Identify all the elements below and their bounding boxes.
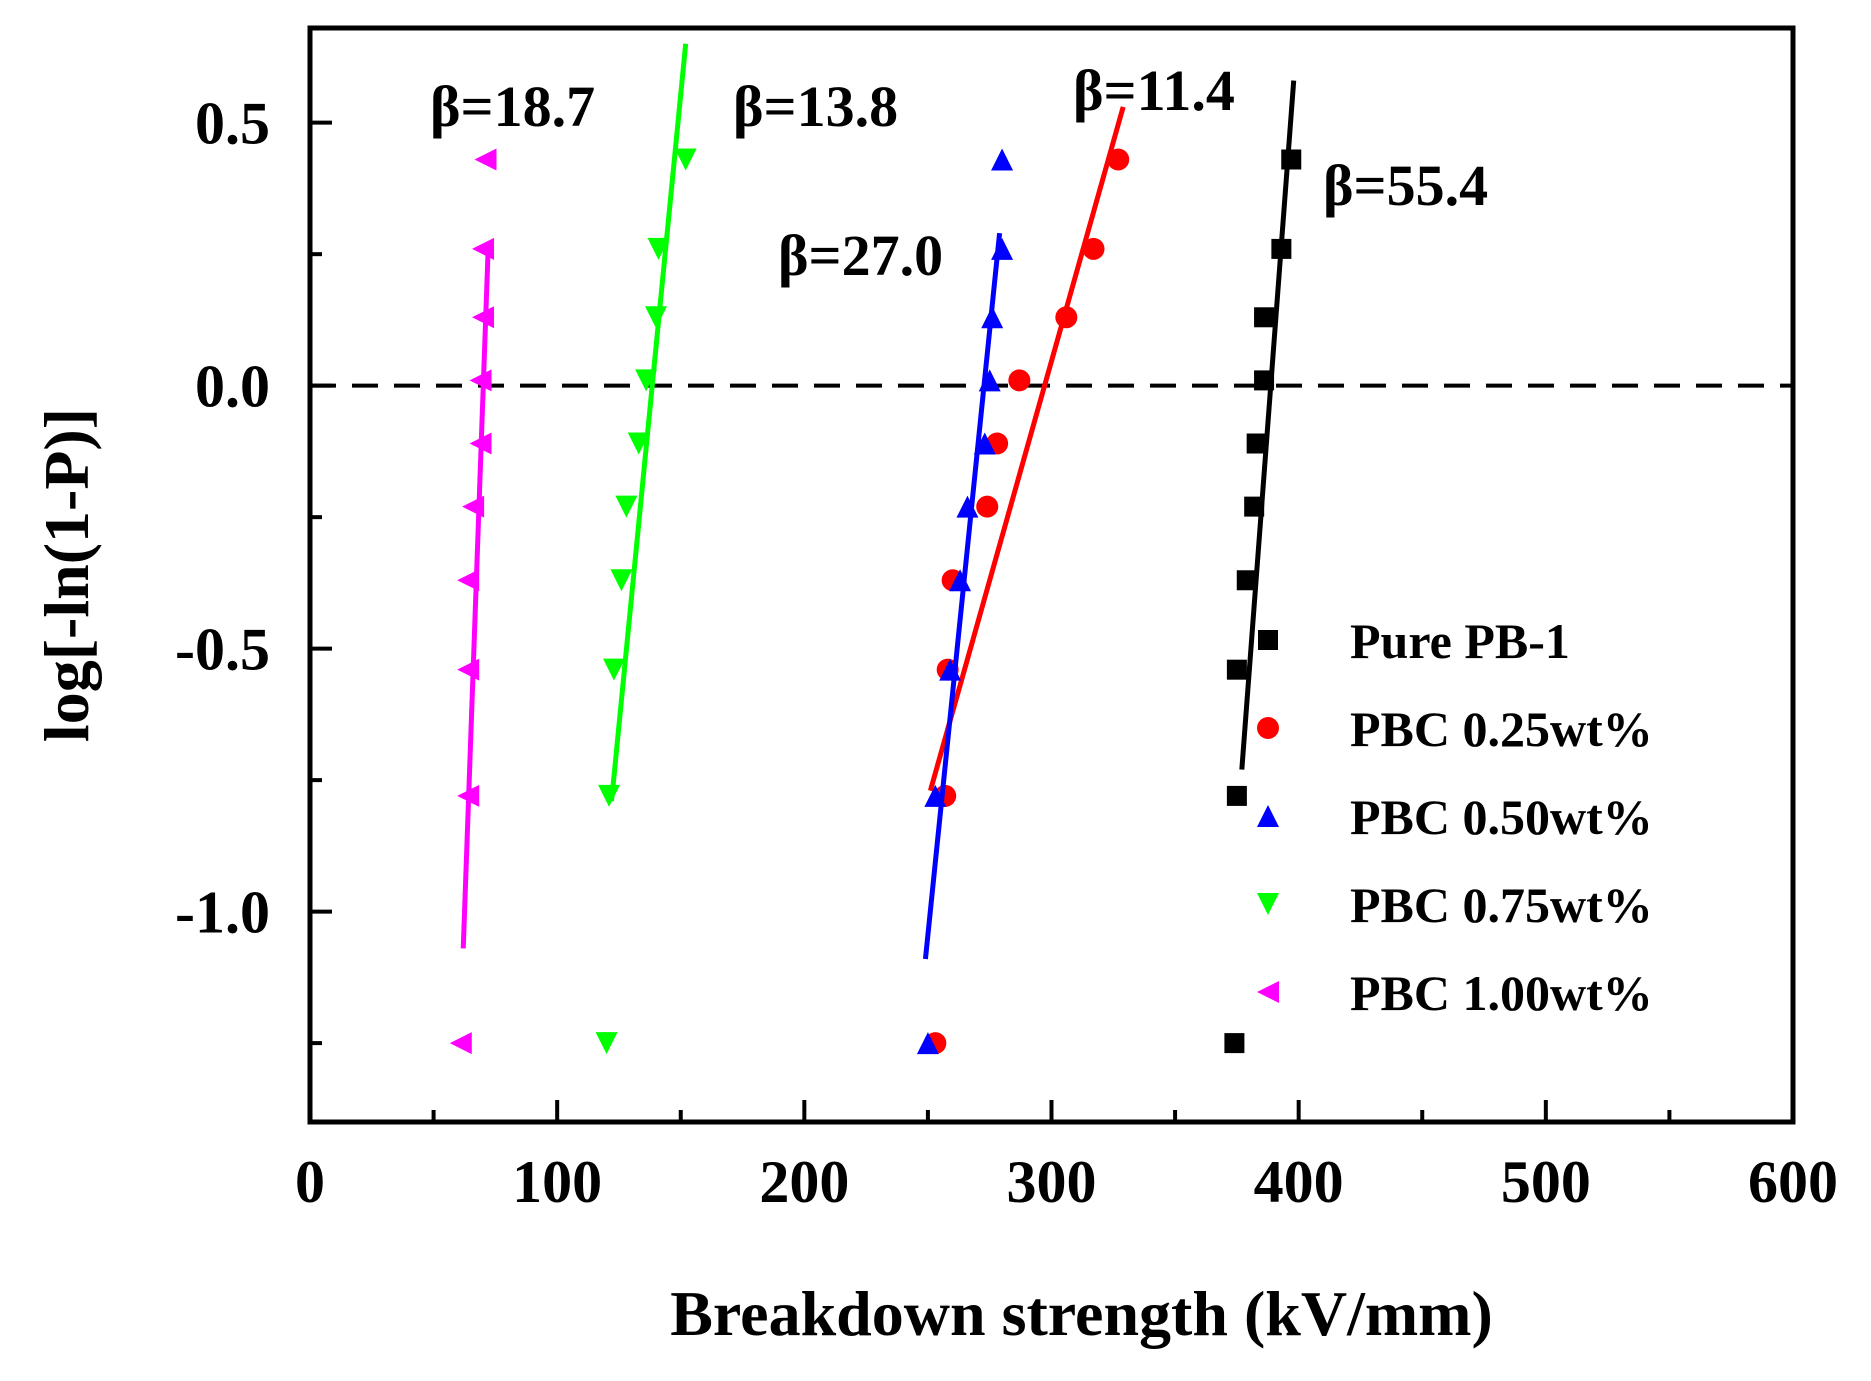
data-point-pbc-0-75wt-9 [674,148,697,171]
data-point-pure-pb-1-9 [1281,149,1302,170]
data-point-pbc-0-75wt-3 [610,569,633,592]
x-tick-label: 600 [1748,1149,1838,1215]
data-point-pbc-1-00wt-6 [469,369,492,392]
legend-label-pbc-0-50wt: PBC 0.50wt% [1350,789,1653,845]
legend-label-pbc-0-25wt: PBC 0.25wt% [1350,701,1653,757]
fit-line-pbc-0-50wt [922,232,1003,960]
data-point-pbc-0-75wt-6 [635,369,658,392]
data-point-pbc-0-50wt-4 [956,495,979,518]
legend-label-pure-pb-1: Pure PB-1 [1350,613,1570,669]
data-point-pure-pb-1-1 [1226,785,1247,806]
legend-marker-pure-pb-1 [1258,630,1278,650]
y-tick-label: -1.0 [175,880,270,946]
plot-frame [307,25,1796,1125]
data-point-pure-pb-1-5 [1246,433,1267,454]
data-point-pbc-1-00wt-0 [449,1032,472,1055]
legend-marker-pbc-0-50wt [1257,805,1279,827]
data-point-pure-pb-1-4 [1244,496,1265,517]
x-tick-label: 100 [512,1149,602,1215]
data-point-pbc-0-50wt-1 [924,784,947,807]
legend-marker-pbc-0-25wt [1257,717,1279,739]
data-point-pbc-0-75wt-8 [647,237,670,260]
data-point-pbc-1-00wt-3 [457,569,480,592]
data-point-pure-pb-1-0 [1224,1033,1245,1054]
legend-marker-pbc-0-75wt [1257,893,1279,915]
data-point-pbc-1-00wt-5 [469,432,492,455]
data-point-pbc-0-50wt-5 [973,432,996,455]
data-point-pure-pb-1-7 [1254,307,1275,328]
legend-marker-pbc-1-00wt [1257,981,1279,1003]
x-tick-label: 400 [1254,1149,1344,1215]
plot-elements [310,43,1793,1055]
beta-label-pure-pb-1: β=55.4 [1323,153,1488,218]
data-point-pure-pb-1-6 [1254,370,1275,391]
data-point-pbc-0-50wt-2 [939,658,962,681]
data-point-pbc-1-00wt-8 [472,237,495,260]
axes [307,25,1796,1125]
data-point-pbc-0-25wt-9 [1107,148,1130,171]
data-point-pbc-0-50wt-7 [981,306,1004,329]
beta-label-pbc-0-25wt: β=11.4 [1073,58,1235,123]
data-point-pbc-0-75wt-7 [645,306,668,329]
fit-line-pbc-0-75wt [609,43,689,802]
beta-label-pbc-0-50wt: β=27.0 [778,223,943,288]
data-point-pbc-0-75wt-0 [595,1032,618,1055]
y-tick-label: 0.0 [195,354,270,420]
data-point-pbc-0-25wt-4 [976,495,999,518]
legend: Pure PB-1 PBC 0.25wt% PBC 0.50wt% PBC 0.75w… [1257,613,1653,1021]
x-tick-label: 500 [1501,1149,1591,1215]
fit-line-pbc-1-00wt [460,254,491,949]
fit-line-pure-pb-1 [1239,80,1297,770]
x-tick-label: 200 [759,1149,849,1215]
beta-label-pbc-1-00wt: β=18.7 [430,74,595,139]
data-point-pbc-0-50wt-3 [949,569,972,592]
data-point-pbc-0-75wt-1 [598,784,621,807]
y-tick-label: 0.5 [195,91,270,157]
data-point-pbc-1-00wt-4 [462,495,485,518]
data-point-pbc-0-50wt-0 [916,1032,939,1055]
data-point-pbc-0-50wt-9 [991,148,1014,171]
data-point-pure-pb-1-3 [1236,570,1257,591]
y-axis-title: log[-ln(1-P)] [31,408,102,742]
legend-label-pbc-1-00wt: PBC 1.00wt% [1350,965,1653,1021]
beta-label-pbc-0-75wt: β=13.8 [733,74,898,139]
data-point-pbc-1-00wt-7 [472,306,495,329]
data-point-pbc-1-00wt-1 [457,784,480,807]
data-point-pbc-0-50wt-6 [978,369,1001,392]
data-point-pbc-0-25wt-7 [1055,306,1078,329]
data-point-pbc-1-00wt-2 [457,658,480,681]
y-tick-label: -0.5 [175,617,270,683]
x-axis-title: Breakdown strength (kV/mm) [670,1278,1493,1349]
data-point-pbc-0-75wt-4 [615,495,638,518]
data-point-pbc-1-00wt-9 [474,148,497,171]
legend-label-pbc-0-75wt: PBC 0.75wt% [1350,877,1653,933]
data-point-pbc-0-75wt-5 [627,432,650,455]
x-tick-label: 300 [1007,1149,1097,1215]
data-point-pbc-0-75wt-2 [603,658,626,681]
data-point-pbc-0-50wt-8 [991,237,1014,260]
data-point-pure-pb-1-2 [1226,659,1247,680]
x-tick-label: 0 [295,1149,325,1215]
data-point-pbc-0-25wt-8 [1082,237,1105,260]
labels: 0 100 200 300 400 500 600 0.5 0.0 -0.5 -1.0 Breakdo… [31,58,1838,1349]
data-point-pbc-0-25wt-6 [1008,369,1031,392]
fit-line-pbc-0-25wt [927,106,1126,792]
data-point-pure-pb-1-8 [1271,238,1292,259]
